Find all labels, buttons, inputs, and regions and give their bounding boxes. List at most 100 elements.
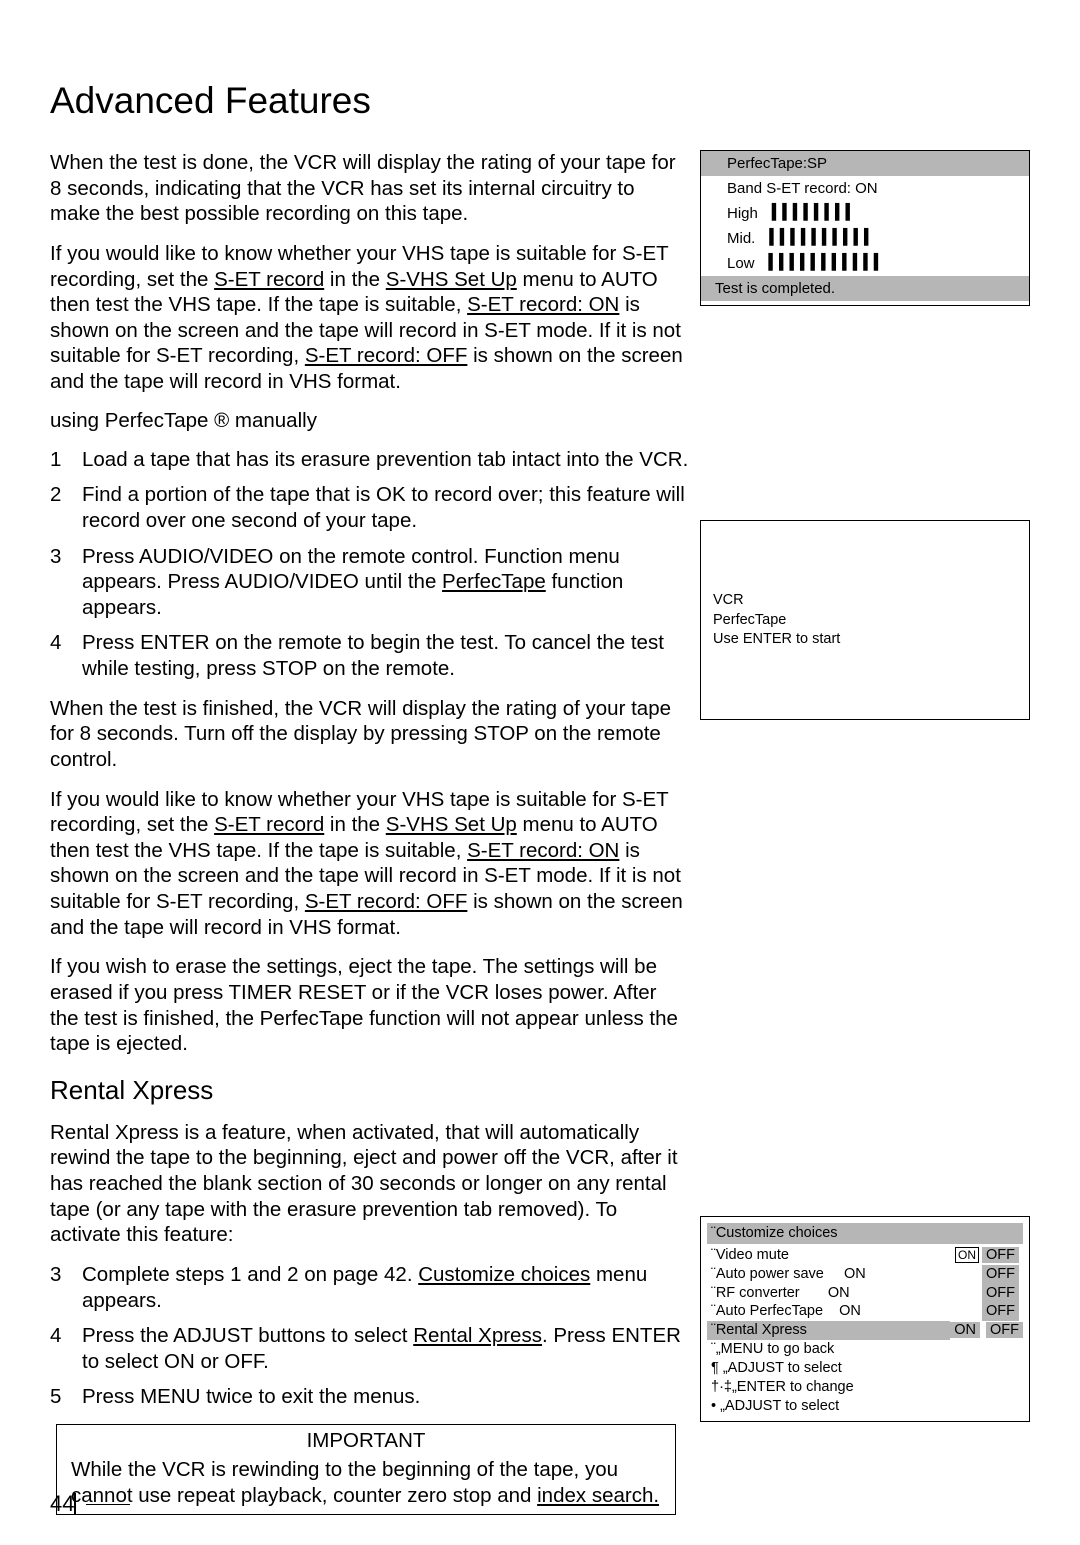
r: ON OFF [950,1321,1023,1340]
page-line-h [86,1504,130,1506]
subheading-perfectape: using PerfecTape ® manually [50,409,690,433]
txt: Press ENTER on the remote to begin the t… [82,630,690,681]
screen3-auto-power: ¨Auto power save ON OFF [707,1265,1023,1284]
l: ¨Auto PerfecTape ON [711,1302,861,1321]
screen3-video-mute: ¨Video mute ONOFF [707,1246,1023,1265]
screen-perfectape-start: VCR PerfecTape Use ENTER to start [700,520,1030,720]
u: S-ET record: ON [467,839,619,862]
important-label: IMPORTANT [71,1429,661,1453]
para-test-finished: When the test is finished, the VCR will … [50,696,690,773]
u: index search. [537,1484,659,1507]
u: Rental Xpress [413,1324,542,1347]
bars: ▍▍▍▍▍▍▍▍ [772,203,856,224]
label: Low [727,253,755,274]
u: S-ET record [214,813,324,836]
para-set-record-2: If you would like to know whether your V… [50,787,690,941]
u: S-VHS Set Up [386,813,517,836]
t: While the VCR is rewinding to the beginn… [71,1458,618,1507]
section-rental-xpress: Rental Xpress [50,1075,690,1106]
num: 1 [50,447,82,473]
l: ¨Auto power save ON [711,1265,866,1284]
l: ¨RF converter ON [711,1284,850,1303]
page-number-group: 44 [50,1491,130,1517]
screen1-footer: Test is completed. [701,276,1029,301]
important-body: While the VCR is rewinding to the beginn… [71,1457,661,1508]
label: High [727,203,758,224]
bars: ▍▍▍▍▍▍▍▍▍▍▍ [769,253,885,274]
txt: Load a tape that has its erasure prevent… [82,447,690,473]
steps-rental: 3Complete steps 1 and 2 on page 42. Cust… [50,1262,690,1410]
u: S-ET record: OFF [305,344,468,367]
txt: Press MENU twice to exit the menus. [82,1384,690,1410]
num: 3 [50,544,82,621]
off: OFF [982,1247,1019,1263]
on: ON [955,1247,979,1263]
t: in the [324,813,386,836]
para-intro: When the test is done, the VCR will disp… [50,150,690,227]
screen1-mid: Mid. ▍▍▍▍▍▍▍▍▍▍ [701,226,1029,251]
u: S-ET record [214,268,324,291]
page-number: 44 [50,1491,74,1517]
u: PerfecTape [442,570,546,593]
screen1-band: Band S-ET record: ON [701,176,1029,201]
steps-perfectape: 1Load a tape that has its erasure preven… [50,447,690,682]
step-4: 4Press the ADJUST buttons to select Rent… [50,1323,690,1374]
step-5: 5Press MENU twice to exit the menus. [50,1384,690,1410]
on: ON [950,1322,980,1338]
para-rental: Rental Xpress is a feature, when activat… [50,1120,690,1248]
t: in the [324,268,386,291]
para-set-record-1: If you would like to know whether your V… [50,241,690,395]
screen2-l2: PerfecTape [713,611,1017,631]
step-3: 3Press AUDIO/VIDEO on the remote control… [50,544,690,621]
screen3-auto-perfectape: ¨Auto PerfecTape ON OFF [707,1302,1023,1321]
screen3-nav3: †·‡„ENTER to change [707,1378,1023,1397]
screen3-title: ¨Customize choices [707,1223,1023,1244]
screen3-nav1: ¨„MENU to go back [707,1340,1023,1359]
step-2: 2Find a portion of the tape that is OK t… [50,482,690,533]
txt: Press AUDIO/VIDEO on the remote control.… [82,544,690,621]
screen-customize-choices: ¨Customize choices ¨Video muteONOFF ¨Aut… [700,1216,1030,1422]
screen1-low: Low ▍▍▍▍▍▍▍▍▍▍▍ [701,251,1029,276]
screen1-title: PerfecTape:SP [701,151,1029,176]
page-line-v [74,1493,76,1515]
off: OFF [982,1302,1019,1321]
txt: Complete steps 1 and 2 on page 42. Custo… [82,1262,690,1313]
u: Customize choices [418,1263,590,1286]
screen2-l3: Use ENTER to start [713,630,1017,650]
off: OFF [982,1284,1019,1303]
r: ONOFF [955,1246,1019,1265]
screen3-rental-xpress: ¨Rental XpressON OFF [707,1321,1023,1340]
screen-perfectape-result: PerfecTape:SP Band S-ET record: ON High ▍… [700,150,1030,306]
l: ¨Rental Xpress [707,1321,950,1340]
screen1-high: High ▍▍▍▍▍▍▍▍ [701,201,1029,226]
page-title: Advanced Features [50,80,690,122]
off: OFF [982,1265,1019,1284]
screen3-nav2: ¶ „ADJUST to select [707,1359,1023,1378]
t: Press the ADJUST buttons to select [82,1324,413,1347]
txt: Find a portion of the tape that is OK to… [82,482,690,533]
u: S-ET record: ON [467,293,619,316]
num: 4 [50,630,82,681]
main-column: Advanced Features When the test is done,… [50,80,690,1515]
important-box: IMPORTANT While the VCR is rewinding to … [56,1424,676,1515]
l: ¨Video mute [711,1246,789,1265]
bars: ▍▍▍▍▍▍▍▍▍▍ [769,228,874,249]
label: Mid. [727,228,755,249]
num: 2 [50,482,82,533]
num: 4 [50,1323,82,1374]
off: OFF [986,1322,1023,1338]
screen2-l1: VCR [713,591,1017,611]
step-1: 1Load a tape that has its erasure preven… [50,447,690,473]
screen3-rf-converter: ¨RF converter ON OFF [707,1284,1023,1303]
u: S-ET record: OFF [305,890,468,913]
para-erase: If you wish to erase the settings, eject… [50,954,690,1057]
t: Band S-ET record: ON [727,178,878,199]
step-3: 3Complete steps 1 and 2 on page 42. Cust… [50,1262,690,1313]
txt: Press the ADJUST buttons to select Renta… [82,1323,690,1374]
step-4: 4Press ENTER on the remote to begin the … [50,630,690,681]
num: 5 [50,1384,82,1410]
num: 3 [50,1262,82,1313]
t: Complete steps 1 and 2 on page 42. [82,1263,418,1286]
u: S-VHS Set Up [386,268,517,291]
screen3-nav4: • „ADJUST to select [707,1397,1023,1416]
